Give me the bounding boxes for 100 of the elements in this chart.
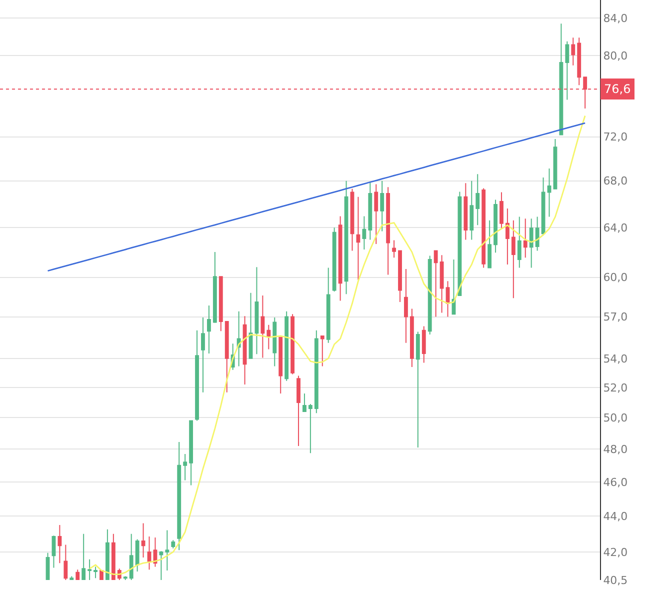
candlestick xyxy=(452,259,456,315)
y-tick-label: 48,0 xyxy=(603,442,628,456)
candlestick xyxy=(565,40,570,100)
candlestick xyxy=(547,168,552,218)
candlestick xyxy=(141,522,146,558)
y-tick-label: 52,0 xyxy=(603,381,628,394)
candlestick xyxy=(218,276,223,332)
candlestick xyxy=(147,536,152,570)
candlestick xyxy=(559,23,564,136)
y-tick-label: 68,0 xyxy=(603,174,628,188)
y-tick-label: 54,0 xyxy=(603,352,628,366)
candlestick xyxy=(380,180,384,232)
candlestick xyxy=(260,294,265,358)
candlestick xyxy=(70,576,74,580)
y-tick-label: 40,5 xyxy=(603,574,628,587)
y-tick-label: 60,0 xyxy=(603,271,628,284)
candlestick xyxy=(500,192,504,229)
candlestick xyxy=(332,227,336,292)
candlestick xyxy=(416,331,420,448)
candlestick xyxy=(212,252,217,324)
candlestick xyxy=(428,255,432,336)
candlestick xyxy=(440,254,444,314)
y-tick-label: 80,0 xyxy=(603,50,628,63)
candlestick xyxy=(541,176,546,236)
candlestick xyxy=(183,453,188,481)
candlestick xyxy=(94,566,98,579)
candlestick xyxy=(171,540,176,549)
candlestick xyxy=(236,310,241,367)
candlestick xyxy=(458,191,462,296)
candlestick xyxy=(511,220,516,299)
candlestick xyxy=(266,324,271,350)
candlestick xyxy=(362,216,366,250)
candlestick xyxy=(123,576,128,580)
candlestick xyxy=(464,182,468,240)
candlestick xyxy=(470,180,474,240)
candlestick xyxy=(64,544,68,580)
candlestick xyxy=(111,533,116,580)
candlestick xyxy=(446,280,450,318)
candlestick xyxy=(153,536,158,568)
y-tick-label: 72,0 xyxy=(603,130,628,144)
candlestick xyxy=(135,538,140,572)
candlestick xyxy=(374,184,378,244)
candlestick xyxy=(284,310,289,382)
candlestick xyxy=(100,570,104,580)
candlestick xyxy=(177,441,182,551)
candlestick xyxy=(326,267,330,344)
candlestick xyxy=(320,335,324,367)
candlestick xyxy=(476,174,480,226)
candlestick xyxy=(553,138,558,190)
y-tick-label: 64,0 xyxy=(603,221,628,234)
candlestick xyxy=(386,186,390,276)
candlestick xyxy=(290,314,294,375)
candlestick xyxy=(422,326,426,364)
candlestick xyxy=(571,37,576,66)
candlestick xyxy=(278,336,283,394)
candlestick xyxy=(506,208,510,266)
y-tick-label: 50,0 xyxy=(603,412,628,425)
candlestick xyxy=(398,250,402,303)
y-tick-label: 84,0 xyxy=(603,12,628,25)
candlestick xyxy=(189,420,194,486)
candlestick xyxy=(404,268,408,344)
candlestick xyxy=(535,216,540,252)
candlestick xyxy=(410,308,414,368)
candlestick xyxy=(494,199,498,254)
candlestick xyxy=(159,550,164,580)
candlestick xyxy=(308,403,312,454)
candlestick xyxy=(201,316,205,393)
candlestick xyxy=(106,528,110,580)
candlestick xyxy=(434,250,438,318)
candlestick xyxy=(224,321,229,393)
y-tick-label: 42,0 xyxy=(603,546,628,559)
candlestick xyxy=(76,569,80,580)
y-tick-label: 44,0 xyxy=(603,510,628,524)
candlestick xyxy=(523,218,528,258)
candlestick xyxy=(338,216,342,302)
candlestick xyxy=(88,558,92,580)
candlestick xyxy=(392,240,396,258)
line-series xyxy=(47,122,586,272)
candlestick xyxy=(529,218,534,268)
candlestick xyxy=(165,530,170,572)
candlestick xyxy=(482,188,486,268)
candlestick xyxy=(272,316,277,367)
candlestick xyxy=(58,524,62,564)
candlestick xyxy=(350,188,354,252)
y-tick-label: 57,0 xyxy=(603,310,628,324)
candlestick xyxy=(52,535,56,568)
candlestick xyxy=(46,552,50,580)
candlestick xyxy=(195,330,199,422)
candlestick xyxy=(82,533,86,580)
y-tick-label: 46,0 xyxy=(603,476,628,489)
candlestick xyxy=(206,305,211,354)
candlestick xyxy=(242,316,247,386)
candlestick xyxy=(254,266,259,355)
candlestick xyxy=(577,37,582,86)
candlestick xyxy=(302,392,306,412)
candlestick xyxy=(488,220,492,268)
ref-line-label: 76,6 xyxy=(604,82,631,96)
candlestick xyxy=(129,533,134,580)
candlestick xyxy=(517,216,522,268)
candlestick xyxy=(248,292,253,359)
